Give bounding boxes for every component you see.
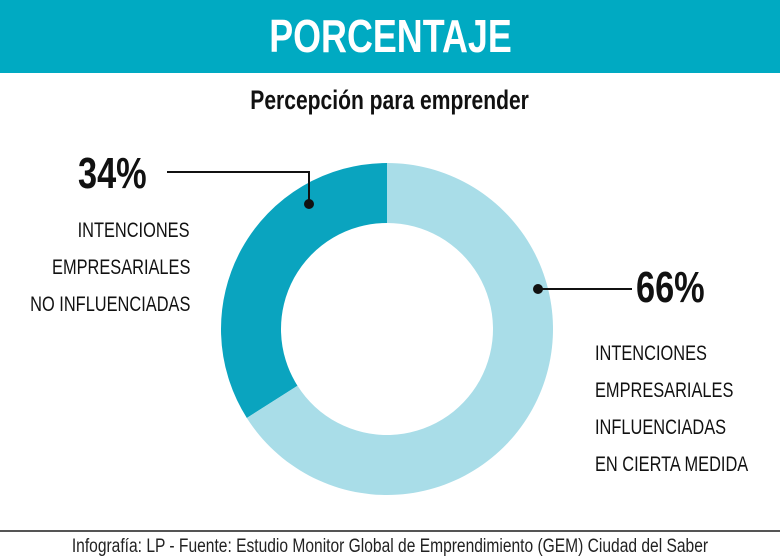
page-title: PORCENTAJE [268,10,512,62]
slice-influenciadas [246,163,554,495]
slice-label-66: INTENCIONES EMPRESARIALES INFLUENCIADAS … [595,342,749,476]
slice-no-influenciadas [220,163,387,418]
footer-divider [0,530,780,532]
pct-label-66: 66% [636,263,705,312]
chart-title: Percepción para emprender [250,85,530,115]
leader-dot-66 [533,284,543,294]
leader-line-34 [167,171,310,204]
leader-dot-34 [304,199,314,209]
pct-label-34: 34% [78,149,147,198]
slice-label-34: INTENCIONES EMPRESARIALES NO INFLUENCIAD… [29,219,190,316]
header-band [0,0,780,73]
footer-credit: Infografía: LP - Fuente: Estudio Monitor… [71,536,709,557]
